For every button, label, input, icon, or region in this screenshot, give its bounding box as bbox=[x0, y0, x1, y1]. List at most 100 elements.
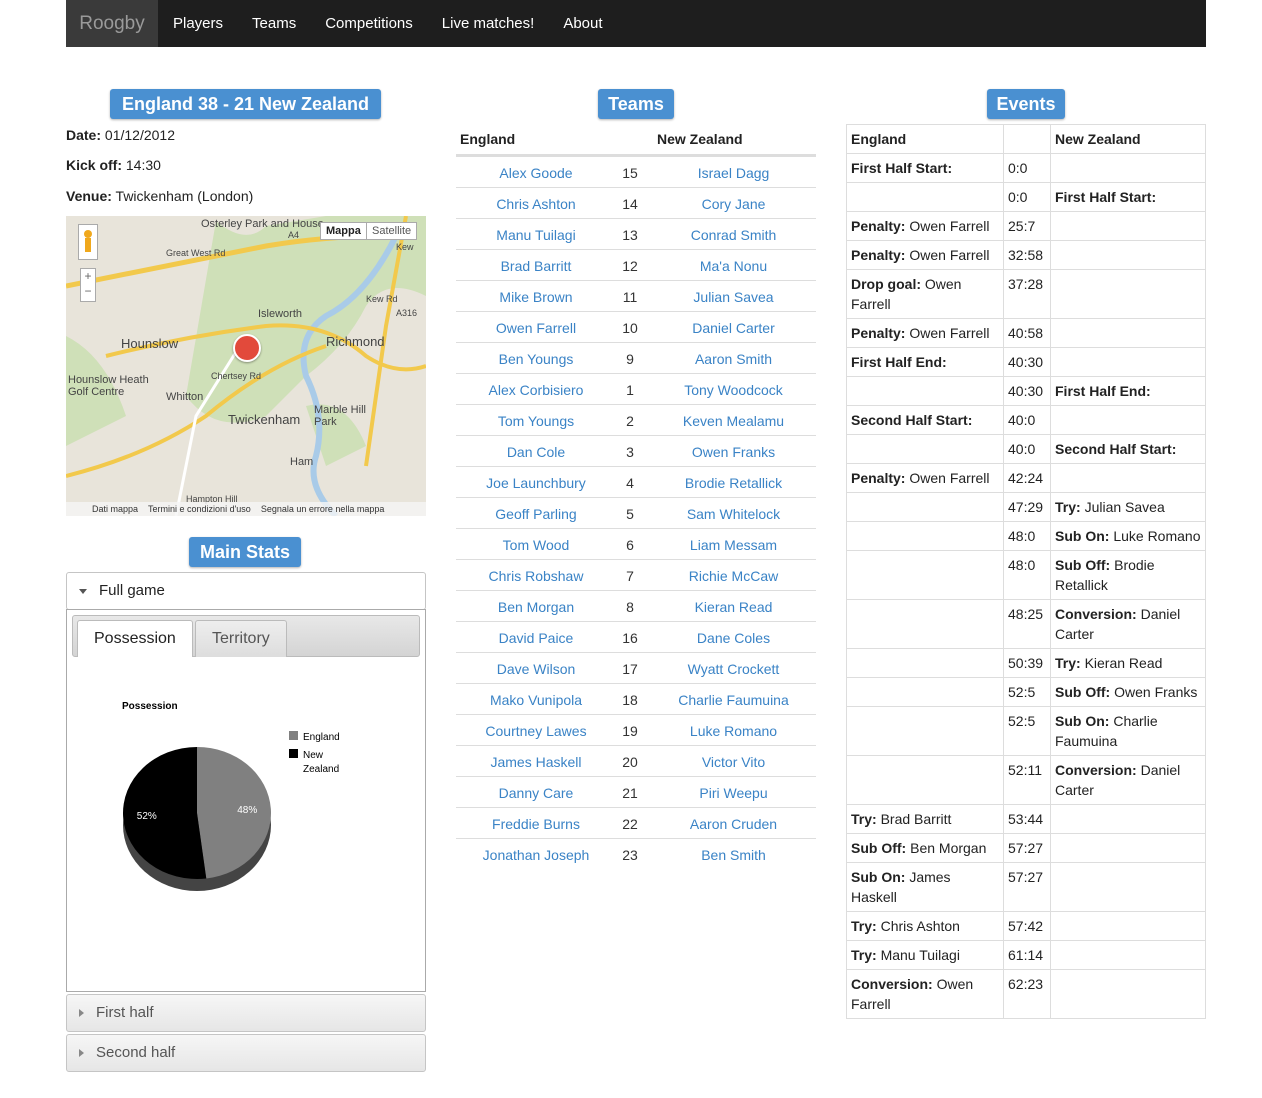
pie-label-england: 48% bbox=[237, 805, 257, 816]
player-link[interactable]: Danny Care bbox=[498, 785, 574, 801]
map-type-map-button[interactable]: Mappa bbox=[320, 222, 367, 240]
player-link[interactable]: Wyatt Crockett bbox=[687, 661, 780, 677]
player-link[interactable]: Dan Cole bbox=[506, 444, 566, 460]
player-link[interactable]: Dane Coles bbox=[696, 630, 771, 646]
nav-teams[interactable]: Teams bbox=[252, 15, 297, 32]
player-link[interactable]: Alex Goode bbox=[499, 165, 573, 181]
player-link[interactable]: Alex Corbisiero bbox=[488, 382, 584, 398]
player-link[interactable]: Sam Whitelock bbox=[686, 506, 781, 522]
table-row: Freddie Burns 22 Aaron Cruden bbox=[456, 807, 816, 839]
player-link[interactable]: Israel Dagg bbox=[697, 165, 770, 181]
shirt-number: 2 bbox=[626, 413, 634, 429]
player-link[interactable]: Julian Savea bbox=[693, 289, 774, 305]
pegman-icon[interactable] bbox=[78, 224, 98, 260]
player-link[interactable]: Brad Barritt bbox=[500, 258, 572, 274]
event-home-cell: Try: Chris Ashton bbox=[846, 911, 1004, 941]
player-link[interactable]: Luke Romano bbox=[689, 723, 778, 739]
accordion-first-half[interactable]: First half bbox=[66, 994, 426, 1032]
event-home-cell bbox=[846, 648, 1004, 678]
tab-territory[interactable]: Territory bbox=[195, 620, 287, 657]
shirt-number: 16 bbox=[622, 630, 638, 646]
table-row: Penalty: Owen Farrell 42:24 bbox=[846, 463, 1206, 493]
player-link[interactable]: Aaron Smith bbox=[694, 351, 773, 367]
player-link[interactable]: Cory Jane bbox=[701, 196, 766, 212]
event-home-cell: Penalty: Owen Farrell bbox=[846, 240, 1004, 270]
player-link[interactable]: Ben Morgan bbox=[497, 599, 575, 615]
venue-map[interactable]: Osterley Park and House Isleworth Hounsl… bbox=[66, 216, 426, 516]
event-type: Try: bbox=[851, 811, 877, 827]
event-time: 40:0 bbox=[1003, 405, 1051, 435]
event-player: Julian Savea bbox=[1080, 499, 1165, 515]
map-report-link[interactable]: Segnala un errore nella mappa bbox=[260, 504, 385, 514]
kickoff-label: Kick off: bbox=[66, 157, 122, 173]
table-row: Dave Wilson 17 Wyatt Crockett bbox=[456, 652, 816, 684]
player-link[interactable]: Jonathan Joseph bbox=[482, 847, 590, 863]
map-terms-link[interactable]: Termini e condizioni d'uso bbox=[148, 504, 251, 514]
player-link[interactable]: Courtney Lawes bbox=[485, 723, 587, 739]
table-row: Ben Youngs 9 Aaron Smith bbox=[456, 342, 816, 374]
player-link[interactable]: Owen Franks bbox=[691, 444, 776, 460]
player-link[interactable]: Dave Wilson bbox=[496, 661, 576, 677]
venue-marker-icon[interactable] bbox=[233, 334, 261, 362]
event-player: Ben Morgan bbox=[906, 840, 987, 856]
player-link[interactable]: Brodie Retallick bbox=[684, 475, 783, 491]
map-type-satellite-button[interactable]: Satellite bbox=[366, 222, 418, 240]
player-link[interactable]: Ben Smith bbox=[701, 847, 766, 863]
player-link[interactable]: Victor Vito bbox=[701, 754, 766, 770]
player-link[interactable]: Piri Weepu bbox=[699, 785, 768, 801]
accordion-full-game[interactable]: Full game bbox=[66, 572, 426, 610]
player-link[interactable]: Joe Launchbury bbox=[486, 475, 586, 491]
event-type: Penalty: bbox=[851, 247, 906, 263]
table-row: 48:0 Sub On: Luke Romano bbox=[846, 521, 1206, 551]
player-link[interactable]: David Paice bbox=[498, 630, 574, 646]
player-link[interactable]: Conrad Smith bbox=[690, 227, 777, 243]
player-link[interactable]: Tom Wood bbox=[502, 537, 570, 553]
event-time: 48:0 bbox=[1003, 550, 1051, 600]
player-link[interactable]: Daniel Carter bbox=[692, 320, 775, 336]
event-type: Penalty: bbox=[851, 470, 906, 486]
zoom-in-icon[interactable]: + bbox=[84, 269, 92, 283]
teams-away-header: New Zealand bbox=[657, 131, 743, 147]
legend-new-zealand: New Zealand bbox=[303, 750, 339, 775]
brand-link[interactable]: Roogby bbox=[66, 0, 158, 47]
event-time: 0:0 bbox=[1003, 153, 1051, 183]
event-time: 61:14 bbox=[1003, 940, 1051, 970]
player-link[interactable]: Mike Brown bbox=[499, 289, 573, 305]
accordion-second-half-label: Second half bbox=[96, 1044, 176, 1061]
nav-live-matches[interactable]: Live matches! bbox=[441, 15, 535, 32]
event-time: 42:24 bbox=[1003, 463, 1051, 493]
map-road-great-west: Great West Rd bbox=[166, 248, 226, 258]
zoom-out-icon[interactable]: − bbox=[84, 284, 92, 298]
player-link[interactable]: Charlie Faumuina bbox=[678, 692, 789, 708]
player-link[interactable]: Geoff Parling bbox=[495, 506, 577, 522]
player-link[interactable]: Kieran Read bbox=[694, 599, 773, 615]
map-data-link[interactable]: Dati mappa bbox=[92, 504, 139, 514]
player-link[interactable]: Tom Youngs bbox=[497, 413, 575, 429]
player-link[interactable]: Manu Tuilagi bbox=[496, 227, 576, 243]
player-link[interactable]: Liam Messam bbox=[689, 537, 778, 553]
event-time: 48:0 bbox=[1003, 521, 1051, 551]
player-link[interactable]: Freddie Burns bbox=[492, 816, 580, 832]
player-link[interactable]: Mako Vunipola bbox=[489, 692, 583, 708]
events-table: England New Zealand First Half Start: 0:0… bbox=[846, 124, 1206, 1019]
tab-possession[interactable]: Possession bbox=[77, 620, 193, 657]
table-row: Courtney Lawes 19 Luke Romano bbox=[456, 714, 816, 746]
player-link[interactable]: Keven Mealamu bbox=[682, 413, 785, 429]
nav-players[interactable]: Players bbox=[173, 15, 224, 32]
nav-about[interactable]: About bbox=[563, 15, 603, 32]
player-link[interactable]: Ma'a Nonu bbox=[699, 258, 768, 274]
player-link[interactable]: Owen Farrell bbox=[495, 320, 577, 336]
event-time: 57:27 bbox=[1003, 862, 1051, 912]
accordion-second-half[interactable]: Second half bbox=[66, 1034, 426, 1072]
player-link[interactable]: James Haskell bbox=[490, 754, 582, 770]
event-time: 50:39 bbox=[1003, 648, 1051, 678]
player-link[interactable]: Chris Ashton bbox=[496, 196, 576, 212]
player-link[interactable]: Aaron Cruden bbox=[689, 816, 778, 832]
nav-competitions[interactable]: Competitions bbox=[325, 15, 413, 32]
player-link[interactable]: Tony Woodcock bbox=[684, 382, 783, 398]
event-player: Charlie Faumuina bbox=[1055, 713, 1158, 749]
player-link[interactable]: Ben Youngs bbox=[498, 351, 574, 367]
map-place-marble-hill: Marble Hill Park bbox=[314, 404, 366, 428]
player-link[interactable]: Richie McCaw bbox=[688, 568, 779, 584]
player-link[interactable]: Chris Robshaw bbox=[488, 568, 584, 584]
